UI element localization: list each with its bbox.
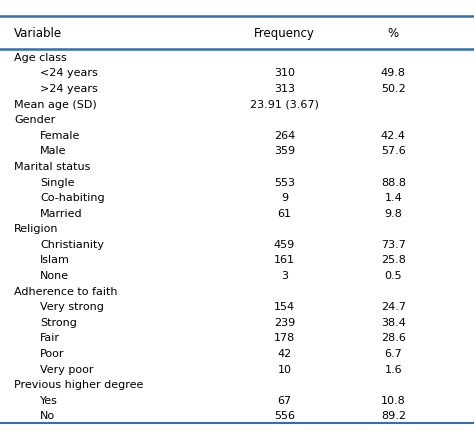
Text: 0.5: 0.5 <box>384 270 402 280</box>
Text: Age class: Age class <box>14 53 67 62</box>
Text: Islam: Islam <box>40 255 70 265</box>
Text: 161: 161 <box>274 255 295 265</box>
Text: 1.4: 1.4 <box>384 193 402 203</box>
Text: 23.91 (3.67): 23.91 (3.67) <box>250 99 319 109</box>
Text: Variable: Variable <box>14 27 63 40</box>
Text: Previous higher degree: Previous higher degree <box>14 379 144 389</box>
Text: None: None <box>40 270 69 280</box>
Text: Married: Married <box>40 208 83 218</box>
Text: 459: 459 <box>274 239 295 249</box>
Text: No: No <box>40 411 55 421</box>
Text: 359: 359 <box>274 146 295 156</box>
Text: 10: 10 <box>277 364 292 374</box>
Text: 28.6: 28.6 <box>381 332 406 342</box>
Text: 88.8: 88.8 <box>381 177 406 187</box>
Text: 24.7: 24.7 <box>381 302 406 312</box>
Text: 57.6: 57.6 <box>381 146 406 156</box>
Text: 9.8: 9.8 <box>384 208 402 218</box>
Text: Religion: Religion <box>14 224 59 234</box>
Text: Marital status: Marital status <box>14 161 91 171</box>
Text: Fair: Fair <box>40 332 60 342</box>
Text: 38.4: 38.4 <box>381 317 406 327</box>
Text: Gender: Gender <box>14 115 55 125</box>
Text: 42: 42 <box>277 348 292 358</box>
Text: 310: 310 <box>274 68 295 78</box>
Text: Male: Male <box>40 146 67 156</box>
Text: Co-habiting: Co-habiting <box>40 193 105 203</box>
Text: 89.2: 89.2 <box>381 411 406 421</box>
Text: Very poor: Very poor <box>40 364 94 374</box>
Text: Frequency: Frequency <box>254 27 315 40</box>
Text: 154: 154 <box>274 302 295 312</box>
Text: 553: 553 <box>274 177 295 187</box>
Text: 25.8: 25.8 <box>381 255 406 265</box>
Text: %: % <box>388 27 399 40</box>
Text: Adherence to faith: Adherence to faith <box>14 286 118 296</box>
Text: 9: 9 <box>281 193 288 203</box>
Text: 556: 556 <box>274 411 295 421</box>
Text: Poor: Poor <box>40 348 65 358</box>
Text: 3: 3 <box>281 270 288 280</box>
Text: 178: 178 <box>274 332 295 342</box>
Text: <24 years: <24 years <box>40 68 98 78</box>
Text: Female: Female <box>40 131 81 141</box>
Text: 61: 61 <box>277 208 292 218</box>
Text: 67: 67 <box>277 395 292 405</box>
Text: 73.7: 73.7 <box>381 239 406 249</box>
Text: Single: Single <box>40 177 75 187</box>
Text: Very strong: Very strong <box>40 302 104 312</box>
Text: Yes: Yes <box>40 395 58 405</box>
Text: 1.6: 1.6 <box>384 364 402 374</box>
Text: 313: 313 <box>274 84 295 94</box>
Text: Strong: Strong <box>40 317 77 327</box>
Text: 6.7: 6.7 <box>384 348 402 358</box>
Text: 42.4: 42.4 <box>381 131 406 141</box>
Text: Mean age (SD): Mean age (SD) <box>14 99 97 109</box>
Text: 50.2: 50.2 <box>381 84 406 94</box>
Text: 49.8: 49.8 <box>381 68 406 78</box>
Text: Christianity: Christianity <box>40 239 104 249</box>
Text: 239: 239 <box>274 317 295 327</box>
Text: >24 years: >24 years <box>40 84 98 94</box>
Text: 264: 264 <box>274 131 295 141</box>
Text: 10.8: 10.8 <box>381 395 406 405</box>
